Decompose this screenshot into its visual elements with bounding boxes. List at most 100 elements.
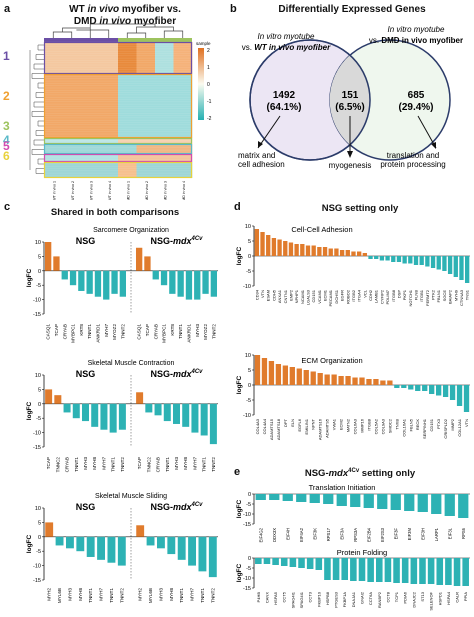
x-tick-label: TNNT2 [119, 588, 124, 603]
panel-c-label: c [4, 201, 11, 213]
y-tick-label: -5 [246, 502, 251, 508]
x-tick-label: EIF3L [447, 527, 452, 539]
bar [289, 367, 295, 385]
heatmap-cell [99, 74, 119, 138]
bar [315, 558, 323, 570]
x-tick-label: RECK [415, 419, 420, 430]
column-label: DMD in vivo 1 [126, 181, 130, 200]
x-tick-label: HSPA5 [273, 591, 278, 605]
x-tick-label: TNNC2 [55, 457, 60, 473]
y-tick-label: 0 [248, 254, 251, 260]
venn-mid-pct: (6.5%) [335, 102, 364, 113]
heatmap-cell [118, 74, 137, 138]
bar [97, 536, 106, 560]
chart-subtitle: Skeletal Muscle Contraction [88, 360, 175, 367]
bar [402, 256, 407, 264]
heatmap-cell [44, 162, 63, 178]
bar [352, 377, 358, 385]
x-tick-label: TNNT1 [109, 588, 114, 603]
bar [72, 403, 80, 419]
bar [263, 558, 271, 564]
bar [282, 494, 293, 501]
group-label-part: 4Cv [191, 236, 204, 242]
bar [254, 355, 261, 385]
x-tick-label: PDIA6 [403, 591, 408, 603]
bar [345, 376, 351, 385]
heatmap-cell [118, 154, 137, 162]
bar [445, 558, 452, 585]
bar [377, 494, 388, 509]
x-tick-label: EIF2B4 [366, 527, 371, 542]
heatmap-cell [136, 74, 156, 138]
y-axis-label: logFC [236, 563, 243, 582]
bar [172, 403, 181, 424]
heatmap-cell [118, 138, 137, 144]
group-label-part: NSG- [150, 236, 173, 246]
x-tick-label: MYH3 [158, 588, 163, 601]
bar [280, 558, 288, 566]
bar [427, 558, 435, 584]
venn-left-line1: In vitro myotube [258, 32, 315, 41]
x-tick-label: TCAP [137, 457, 142, 469]
bar [338, 376, 344, 385]
bar [317, 247, 322, 256]
bar [277, 239, 282, 256]
x-tick-label: CDH5 [271, 289, 276, 301]
bar [283, 241, 288, 256]
x-tick-label: TCAP [54, 324, 59, 336]
cluster-number: 5 [3, 139, 10, 153]
heatmap-cell [155, 154, 174, 162]
y-axis-label: logFC [236, 375, 243, 394]
y-tick-label: -5 [246, 566, 251, 572]
bar [462, 558, 469, 586]
x-tick-label: TNNT1 [111, 457, 116, 472]
panel-e-label: e [234, 466, 241, 478]
x-tick-label: VTN [260, 290, 265, 298]
bar [145, 403, 153, 413]
bar [425, 256, 430, 267]
bar [419, 256, 424, 265]
bar [169, 270, 176, 294]
x-tick-label: CD151 [311, 289, 316, 302]
x-tick-label: MYH8 [183, 457, 188, 470]
x-tick-label: ADAMTS15 [269, 418, 274, 440]
x-tick-label: MYBPC1 [71, 324, 76, 343]
bar [146, 536, 155, 546]
x-tick-label: CCT5 [282, 591, 287, 602]
x-tick-label: ITGB8 [391, 289, 396, 301]
x-tick-label: PTGES3 [334, 591, 339, 608]
y-axis-label: logFC [236, 246, 243, 265]
x-tick-label: CASQ1 [46, 324, 51, 340]
bar [384, 558, 392, 582]
venn-diagram: In vitro myotube vs. WT in vivo myofiber… [238, 25, 463, 170]
bar [53, 256, 60, 271]
bar [305, 245, 311, 256]
bar [296, 368, 302, 385]
x-tick-label: P4HB [256, 592, 261, 603]
bar [394, 385, 400, 388]
venn-arrowhead-left [258, 141, 263, 148]
x-tick-label: KRT8 [79, 324, 84, 336]
bar [154, 403, 162, 416]
venn-annotation-line: cell adhesion [238, 160, 285, 169]
x-tick-label: TNNT2 [211, 324, 216, 339]
bar [458, 494, 469, 518]
venn-annotation-mid: myogenesis [329, 161, 372, 170]
bar [81, 403, 90, 422]
cluster-box [43, 161, 193, 179]
x-tick-label: FKBP10 [316, 591, 321, 607]
bar [261, 358, 268, 385]
heatmap-cell [155, 42, 174, 74]
venn-annotation-line: matrix and [238, 151, 275, 160]
panel-e-title-part: mdx [328, 468, 349, 480]
venn-arrow-right [417, 115, 437, 149]
x-tick-label: RANBP2 [377, 591, 382, 608]
bar [103, 270, 110, 300]
bar [323, 494, 334, 504]
venn-left-count: 1492 [273, 90, 296, 101]
group-label-part: mdx [173, 236, 193, 246]
x-tick-label: HSPB8 [325, 591, 330, 605]
bar [275, 364, 282, 385]
venn-arrow-left [257, 115, 281, 149]
